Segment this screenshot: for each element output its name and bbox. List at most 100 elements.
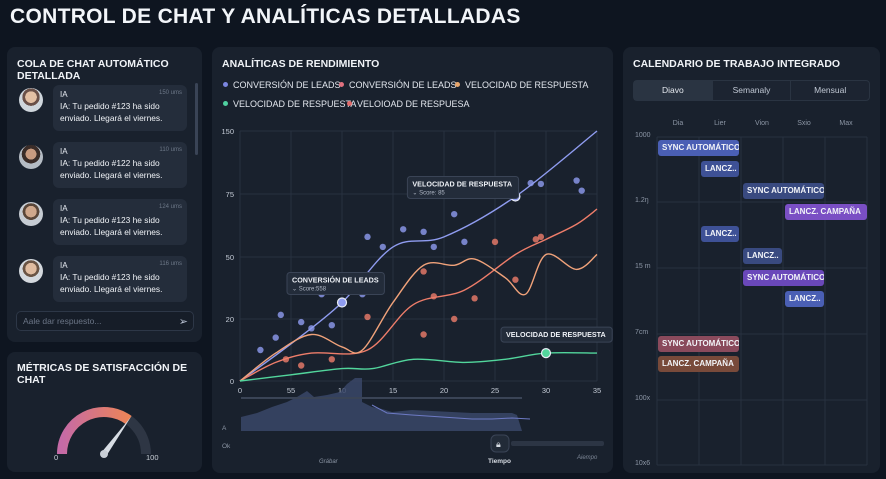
time-label: 7cm [635,329,649,336]
reply-input[interactable]: Aale dar respuesto... ➢ [16,311,194,331]
legend-label: VELOIOAD DE RESPUESA [357,99,470,109]
scatter-point [364,233,371,241]
scatter-point [277,311,284,319]
brush-axis-left: Grábar [319,459,339,465]
x-tick-label: 20 [440,386,448,395]
x-tick-label: 15 [389,386,397,395]
calendar-event[interactable]: LANCZ.. [743,248,782,264]
scatter-point [364,313,371,321]
brush-handle-button[interactable] [490,434,510,453]
calendar-event[interactable]: LANCZ.. [785,291,824,307]
legend-item[interactable]: VELOCIDAD DE RESPUESTA [455,80,588,90]
page-title: CONTROL DE CHAT Y ANALÍTICAS DETALLADAS [10,5,521,28]
message-time: 124 ums [158,204,182,210]
tab-weekly[interactable]: Semanaly [713,81,792,100]
chat-message[interactable]: IA 150 ums IA: Tu pedido #123 ha sido en… [19,85,194,131]
calendar-event[interactable]: SYNC AUTOMÁTICO [658,140,739,156]
annotation-title: VELOCIDAD DE RESPUESTA [412,180,512,189]
calendar-event[interactable]: SYNC AUTOMÁTICO [743,270,824,286]
scatter-point [420,228,427,235]
calendar-event[interactable]: LANCZ. CAMPAÑA [658,356,739,372]
scatter-point [282,356,290,363]
chat-message[interactable]: IA 110 ums IA: Tu pedido #122 ha sido en… [19,142,194,188]
time-slider[interactable] [511,441,604,446]
scatter-point [491,238,499,246]
gauge-needle [101,416,132,456]
scatter-point [430,293,437,300]
legend-dot [223,82,228,87]
tab-monthly[interactable]: Mensual [814,85,847,95]
scatter-point [471,295,478,302]
scatter-point [298,362,305,369]
calendar-event[interactable]: LANCZ.. [701,226,739,242]
reply-placeholder: Aale dar respuesto... [23,316,102,326]
calendar-event[interactable]: LANCZ.. [701,161,739,177]
annotation-title: VELOCIDAD DE RESPUESTA [506,330,606,339]
y-tick-label: 0 [230,377,234,386]
scatter-point [573,177,580,184]
scatter-point [257,346,264,354]
message-time: 150 ums [158,90,182,96]
annotation-value: ⌄ Score: 85 [412,191,445,197]
message-sender: IA [60,204,68,213]
calendar-event[interactable]: SYNC AUTOMÁTICO [743,183,824,199]
message-text: IA: Tu pedido #122 ha sido enviado. Lleg… [60,158,163,180]
tab-daily[interactable]: Diavo [634,81,713,100]
x-tick-label: 25 [491,386,499,395]
chat-queue-title: COLA DE CHAT AUTOMÁTICO DETALLADA [17,58,169,82]
scatter-point [308,325,315,332]
legend-item[interactable]: VELOIOAD DE RESPUESA [347,99,470,109]
legend-dot [223,101,228,106]
day-header: Sxio [797,120,811,127]
chat-message[interactable]: IA 116 ums IA: Tu pedido #123 he sido en… [19,256,194,302]
overview-line [371,404,531,420]
overview-brush[interactable]: A Ok Grábar 🔒︎ Tiempo Aiempo [222,378,604,465]
send-icon[interactable]: ➢ [178,316,188,328]
scatter-point [298,318,305,326]
scatter-point [430,243,437,251]
legend-label: VELOCIDAD DE RESPUESTA [465,80,589,90]
message-sender: IA [60,261,68,270]
performance-chart[interactable]: CONVERSIÓN DE LEADS ⌄ Score:558 VELOCIDAD … [212,47,613,473]
message-bubble: IA 110 ums IA: Tu pedido #122 ha sido en… [53,142,187,188]
highlight-point [540,348,552,359]
annotation-box [286,271,385,295]
legend-item[interactable]: CONVERSIÓN DE LEADS [223,80,341,90]
satisfaction-gauge: 0 100 [54,407,159,462]
scatter-point [420,331,427,338]
message-time: 110 ums [159,147,182,153]
x-tick-label: 30 [542,386,550,395]
lock-icon: 🔒︎ [496,439,501,449]
avatar [19,202,43,226]
annotation-box [406,176,520,200]
scatter-point [451,210,458,218]
day-header: Dia [672,120,684,127]
chat-scrollbar[interactable] [195,83,198,155]
time-label: 1.2ŋ [635,197,649,204]
message-time: 116 ums [159,261,182,267]
satisfaction-panel: MÉTRICAS DE SATISFACCIÓN DE CHAT 0 100 [7,352,202,472]
legend-dot [455,82,460,87]
legend-dot [339,82,344,87]
brush-label-top: A [222,425,227,432]
day-header: Lier [714,120,726,127]
calendar-event[interactable]: SYNC AUTOMÁTICO [658,336,739,352]
legend-label: CONVERSIÓN DE LEADS [349,80,457,90]
legend-label: VELOCIDAD DE RESPUESTA [233,99,357,109]
calendar-event[interactable]: LANCZ. CAMPAÑA [785,204,867,220]
scatter-point [379,243,386,251]
legend-item[interactable]: VELOCIDAD DE RESPUESTA [223,99,356,109]
scatter-point [420,268,427,275]
message-text: IA: Tu pedido #123 ha sido enviado. Lleg… [60,101,163,123]
gauge-min: 0 [54,453,58,462]
analytics-panel: ANALÍTICAS DE RENDIMIENTO CONVERSIÓN DE … [212,47,613,473]
scatter-point [537,233,545,241]
y-tick-label: 150 [221,127,234,136]
series-line [239,253,598,382]
legend-dot [347,101,352,106]
scatter-point [578,187,585,194]
time-label: 1000 [635,132,651,139]
series-line [239,351,598,382]
chat-message[interactable]: IA 124 ums IA: Tu pedido #123 he sido en… [19,199,194,245]
legend-item[interactable]: CONVERSIÓN DE LEADS [339,80,457,90]
